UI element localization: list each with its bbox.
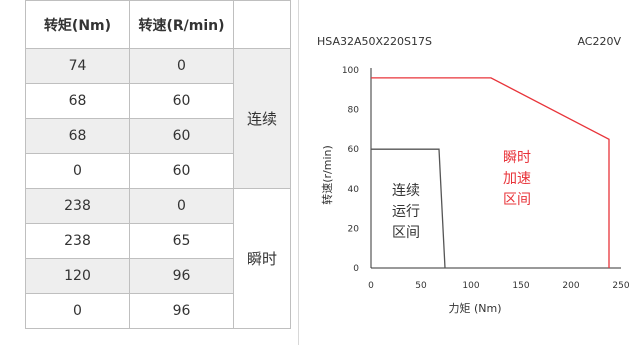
table-row: 68 60 <box>25 83 291 119</box>
cell-speed: 60 <box>129 83 234 119</box>
cell-speed: 96 <box>129 293 234 329</box>
table-row: 74 0 连续 <box>25 48 291 189</box>
table-row: 0 96 <box>25 293 291 329</box>
y-tick-label: 0 <box>353 264 359 274</box>
y-tick-label: 20 <box>348 224 360 234</box>
header-torque: 转矩(Nm) <box>25 0 130 49</box>
chart-series <box>371 77 610 269</box>
cell-speed: 0 <box>129 188 234 224</box>
torque-speed-chart-panel: HSA32A50X220S17S AC220V 0 20 40 60 80 100 0 50 1… <box>298 0 636 345</box>
x-tick-label: 0 <box>368 281 374 291</box>
cell-speed: 96 <box>129 258 234 294</box>
y-tick-label: 40 <box>348 185 360 195</box>
table-row: 0 60 <box>25 153 291 189</box>
table-row: 68 60 <box>25 118 291 154</box>
cell-torque: 120 <box>25 258 130 294</box>
table-row: 238 0 瞬时 <box>25 188 291 329</box>
chart-model-label: HSA32A50X220S17S <box>317 35 432 48</box>
instant-region-label: 区间 <box>503 192 531 208</box>
cell-torque: 74 <box>25 48 130 84</box>
cell-torque: 0 <box>25 153 130 189</box>
x-axis-label: 力矩 (Nm) <box>448 302 501 315</box>
y-axis-label: 转速(r/min) <box>320 145 334 205</box>
x-tick-label: 100 <box>462 281 479 291</box>
cell-speed: 60 <box>129 153 234 189</box>
x-tick-label: 50 <box>415 281 427 291</box>
group-label-continuous: 连续 <box>233 48 291 189</box>
spec-table: 转矩(Nm) 转速(R/min) 74 0 连续 68 60 68 60 0 6… <box>25 0 291 329</box>
continuous-region-curve <box>371 148 446 269</box>
torque-speed-chart: HSA32A50X220S17S AC220V 0 20 40 60 80 100 0 50 1… <box>317 35 630 315</box>
cell-torque: 238 <box>25 188 130 224</box>
cell-speed: 0 <box>129 48 234 84</box>
continuous-region-label: 运行 <box>392 204 420 220</box>
cell-torque: 0 <box>25 293 130 329</box>
group-label-instant: 瞬时 <box>233 188 291 329</box>
header-speed: 转速(R/min) <box>129 0 234 49</box>
y-tick-label: 100 <box>342 66 359 76</box>
cell-speed: 60 <box>129 118 234 154</box>
cell-torque: 238 <box>25 223 130 259</box>
cell-speed: 65 <box>129 223 234 259</box>
instant-region-label: 加速 <box>503 171 531 187</box>
header-mode <box>233 0 291 49</box>
continuous-region-label: 连续 <box>392 182 420 199</box>
y-tick-label: 80 <box>348 106 360 116</box>
chart-voltage-label: AC220V <box>577 35 621 48</box>
x-tick-label: 200 <box>562 281 579 291</box>
cell-torque: 68 <box>25 83 130 119</box>
table-row: 238 65 <box>25 223 291 259</box>
cell-torque: 68 <box>25 118 130 154</box>
table-header-row: 转矩(Nm) 转速(R/min) <box>25 0 291 49</box>
y-tick-label: 60 <box>348 145 360 155</box>
x-tick-label: 250 <box>612 281 629 291</box>
continuous-region-label: 区间 <box>392 225 420 241</box>
x-tick-label: 150 <box>512 281 529 291</box>
instant-region-label: 瞬时 <box>503 150 531 166</box>
instant-region-curve <box>371 77 610 268</box>
chart-axes: 0 20 40 60 80 100 0 50 100 150 200 250 <box>342 66 630 291</box>
